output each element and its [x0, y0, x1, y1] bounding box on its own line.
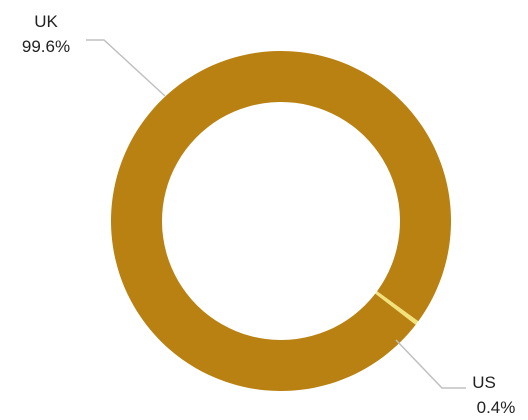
leader-line-uk — [86, 39, 166, 97]
slice-value-us: 0.4% — [477, 398, 516, 417]
slice-uk — [111, 50, 452, 391]
slice-us — [375, 291, 419, 325]
slice-label-us: US — [472, 373, 496, 392]
slice-label-uk: UK — [34, 12, 58, 31]
donut-slices — [111, 50, 452, 391]
slice-value-uk: 99.6% — [22, 37, 70, 56]
leader-line-us — [395, 339, 466, 389]
